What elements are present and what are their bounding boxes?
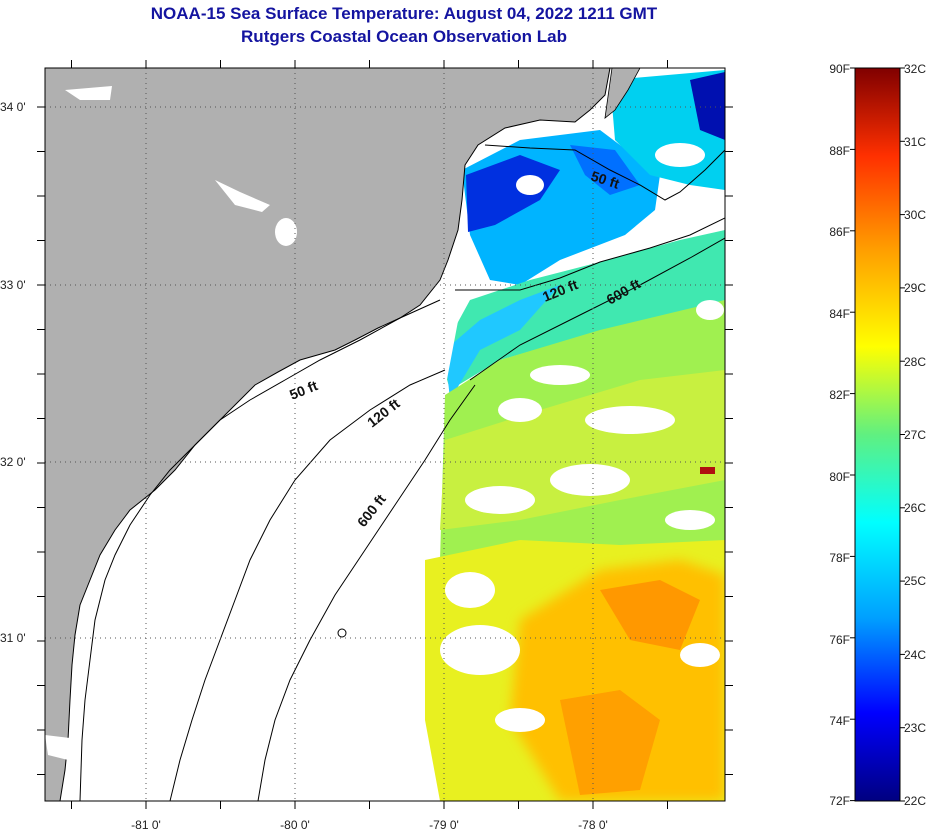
contour-seamount <box>337 628 347 638</box>
colorbar-c-label: 28C <box>904 355 926 369</box>
lon-label-78: -78 0' <box>578 818 608 832</box>
lat-label-32: 32 0' <box>0 455 26 469</box>
lon-label-80: -80 0' <box>280 818 310 832</box>
contour-600ft-north <box>469 237 725 381</box>
contour-50ft-north <box>484 144 725 201</box>
colorbar-c-label: 30C <box>904 208 926 222</box>
colorbar-c-label: 26C <box>904 501 926 515</box>
contour-120ft <box>169 369 446 801</box>
colorbar-c-label: 23C <box>904 721 926 735</box>
colorbar <box>854 67 901 802</box>
colorbar-f-label: 74F <box>829 714 850 728</box>
colorbar-f-label: 86F <box>829 225 850 239</box>
map-title: NOAA-15 Sea Surface Temperature: August … <box>150 4 658 23</box>
colorbar-f-label: 90F <box>829 62 850 76</box>
contour-600ft <box>257 384 476 801</box>
lake <box>45 735 70 760</box>
colorbar-c-label: 29C <box>904 281 926 295</box>
colorbar-f-label: 72F <box>829 794 850 808</box>
graticule <box>45 68 725 801</box>
lat-label-31: 31 0' <box>0 631 26 645</box>
colorbar-c-label: 24C <box>904 648 926 662</box>
land-ne <box>604 68 641 119</box>
colorbar-f-label: 76F <box>829 633 850 647</box>
map-frame <box>44 67 726 802</box>
axis-ticks <box>37 60 733 809</box>
lat-label-33: 33 0' <box>0 278 26 292</box>
lake <box>275 218 297 246</box>
colorbar-c-label: 22C <box>904 794 926 808</box>
colorbar-f-label: 84F <box>829 307 850 321</box>
lake <box>215 180 270 212</box>
colorbar-f-label: 78F <box>829 551 850 565</box>
colorbar-ticks <box>850 67 905 802</box>
land <box>45 68 611 801</box>
lon-label-81: -81 0' <box>131 818 161 832</box>
colorbar-f-label: 82F <box>829 388 850 402</box>
map-subtitle: Rutgers Coastal Ocean Observation Lab <box>241 27 567 46</box>
colorbar-f-label: 88F <box>829 144 850 158</box>
colorbar-c-label: 27C <box>904 428 926 442</box>
lake <box>65 86 112 100</box>
colorbar-f-label: 80F <box>829 470 850 484</box>
lon-label-79: -79 0' <box>429 818 459 832</box>
bathymetry-contours <box>79 144 725 801</box>
contour-50ft <box>79 299 441 801</box>
colorbar-c-label: 32C <box>904 62 926 76</box>
contour-120ft-north <box>455 217 725 291</box>
colorbar-c-label: 25C <box>904 574 926 588</box>
colorbar-c-label: 31C <box>904 135 926 149</box>
lat-label-34: 34 0' <box>0 100 26 114</box>
